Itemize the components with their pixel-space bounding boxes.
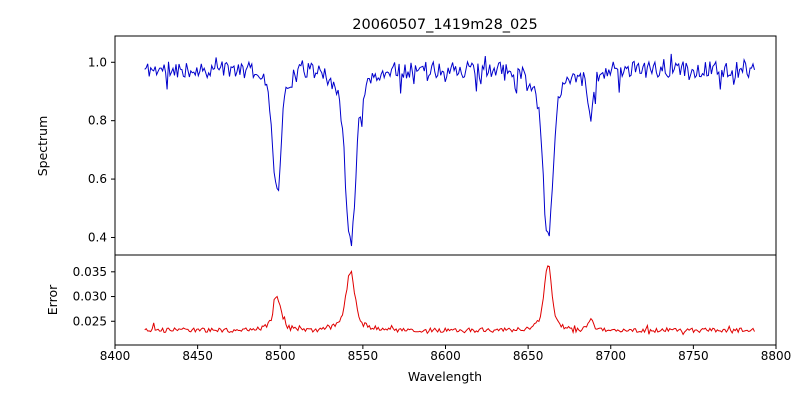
spectrum-line xyxy=(144,53,755,247)
y-tick-label: 0.030 xyxy=(73,290,107,304)
x-tick-label: 8400 xyxy=(100,349,131,363)
y-tick-label: 0.6 xyxy=(88,172,107,186)
error-subplot: 0.025 0.030 0.035 xyxy=(73,254,777,346)
y-tick-label: 1.0 xyxy=(88,55,107,69)
y-axis-label-error: Error xyxy=(45,284,60,315)
x-axis-ticks: 8400 8450 8500 8550 8600 8650 8700 8750 8800 xyxy=(100,345,792,363)
error-line xyxy=(144,265,755,336)
y-tick-label: 0.8 xyxy=(88,114,107,128)
y-axis-label-spectrum: Spectrum xyxy=(35,116,50,177)
x-tick-label: 8450 xyxy=(182,349,213,363)
y-tick-label: 0.4 xyxy=(88,230,107,244)
x-tick-label: 8650 xyxy=(513,349,544,363)
spectrum-subplot: 0.4 0.6 0.8 1.0 xyxy=(88,35,777,256)
x-tick-label: 8550 xyxy=(348,349,379,363)
x-tick-label: 8500 xyxy=(265,349,296,363)
x-tick-label: 8700 xyxy=(595,349,626,363)
chart-title: 20060507_1419m28_025 xyxy=(352,17,537,33)
y-tick-label: 0.035 xyxy=(73,265,107,279)
x-axis-label: Wavelength xyxy=(408,369,482,384)
x-tick-label: 8600 xyxy=(430,349,461,363)
x-tick-label: 8750 xyxy=(678,349,709,363)
y-tick-label: 0.025 xyxy=(73,314,107,328)
x-tick-label: 8800 xyxy=(761,349,792,363)
